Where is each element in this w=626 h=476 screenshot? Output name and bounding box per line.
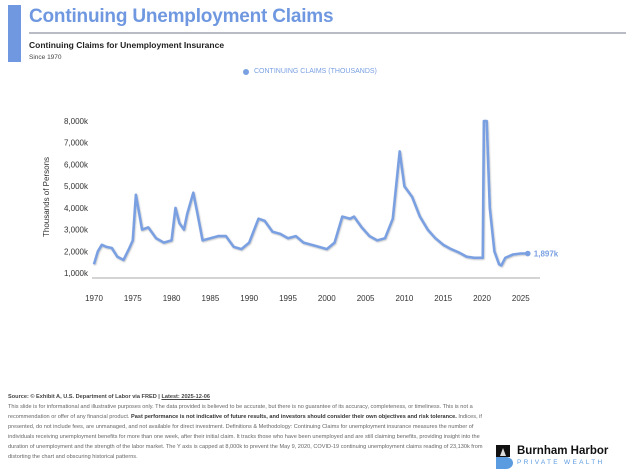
x-tick-label: 2020 <box>473 294 491 303</box>
logo-tagline: PRIVATE WEALTH <box>517 459 605 466</box>
last-value-label: 1,897k <box>534 250 559 259</box>
x-tick-label: 2010 <box>396 294 414 303</box>
disclaimer: This slide is for informational and illu… <box>8 402 488 462</box>
x-tick-label: 2000 <box>318 294 336 303</box>
y-tick-label: 4,000k <box>64 204 89 213</box>
line-chart: Thousands of Persons 1,000k 2,000k 3,000k 4… <box>42 117 559 303</box>
source-text: Source: © Exhibit A, U.S. Department of … <box>8 394 162 400</box>
title-accent-bar <box>8 5 21 62</box>
footer-notes: Source: © Exhibit A, U.S. Department of … <box>8 392 488 462</box>
chart-subtitle: Continuing Claims for Unemployment Insur… <box>29 40 225 50</box>
x-tick-label: 2025 <box>512 294 530 303</box>
source-line: Source: © Exhibit A, U.S. Department of … <box>8 392 488 402</box>
lighthouse-logo-icon <box>496 445 513 469</box>
y-tick-label: 7,000k <box>64 139 89 148</box>
title-divider <box>29 32 626 34</box>
disclaimer-part-2: Indices, if presented, do not include fe… <box>8 414 483 460</box>
disclaimer-bold: Past performance is not indicative of fu… <box>131 414 457 420</box>
x-tick-label: 1970 <box>85 294 103 303</box>
y-tick-label: 5,000k <box>64 182 89 191</box>
y-tick-label: 6,000k <box>64 160 89 169</box>
x-tick-label: 1995 <box>279 294 297 303</box>
x-tick-label: 1990 <box>240 294 258 303</box>
chart-since: Since 1970 <box>29 54 62 61</box>
x-tick-label: 1980 <box>163 294 181 303</box>
y-axis-label: Thousands of Persons <box>42 157 51 237</box>
disclaimer-part-1: This slide is for informational and illu… <box>8 404 473 420</box>
chart-legend: CONTINUING CLAIMS (THOUSANDS) <box>243 68 377 75</box>
burnham-harbor-logo: Burnham Harbor PRIVATE WEALTH <box>496 445 616 471</box>
legend-marker <box>243 68 249 75</box>
claims-line <box>92 119 528 267</box>
x-tick-label: 1985 <box>202 294 220 303</box>
x-tick-label: 2015 <box>434 294 452 303</box>
y-tick-label: 3,000k <box>64 226 89 235</box>
x-tick-label: 1975 <box>124 294 142 303</box>
last-point-marker <box>524 250 531 257</box>
y-tick-label: 2,000k <box>64 247 89 256</box>
y-tick-label: 8,000k <box>64 117 89 126</box>
logo-name: Burnham Harbor <box>517 445 609 457</box>
legend-label: CONTINUING CLAIMS (THOUSANDS) <box>254 68 377 75</box>
latest-date-link[interactable]: Latest: 2025-12-06 <box>161 394 210 400</box>
page-title: Continuing Unemployment Claims <box>29 6 334 27</box>
y-tick-label: 1,000k <box>64 269 89 278</box>
x-tick-label: 2005 <box>357 294 375 303</box>
